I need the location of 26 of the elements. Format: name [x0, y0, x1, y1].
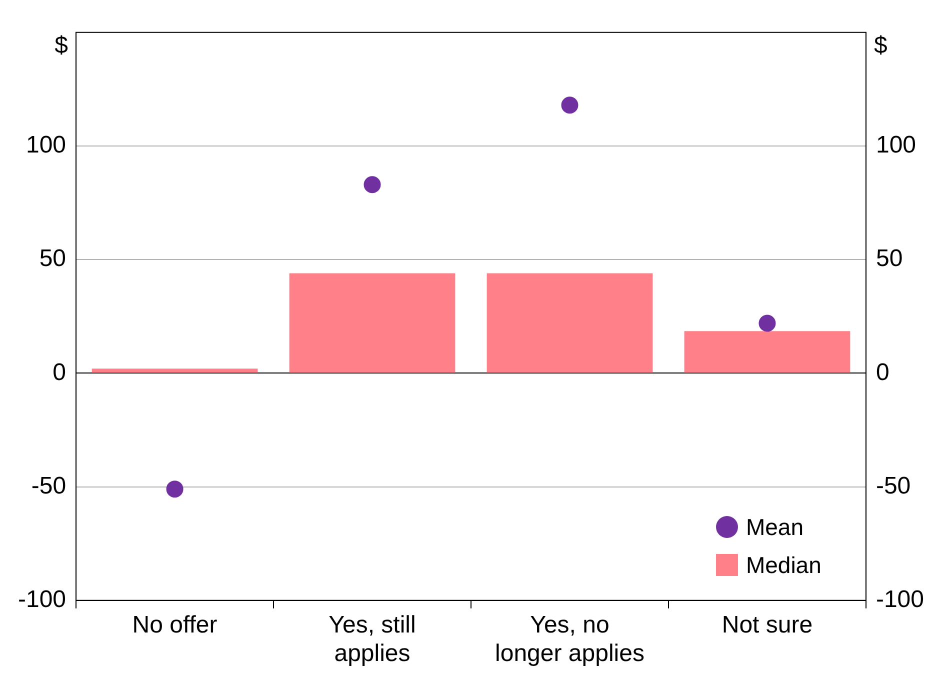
x-tick-label: Not sure	[722, 611, 813, 638]
y2-tick-label: -100	[876, 586, 924, 614]
y2-tick-label: -50	[876, 472, 911, 500]
legend-label: Mean	[746, 513, 804, 542]
point	[364, 176, 381, 194]
y2-tick-label: 50	[876, 245, 903, 272]
y2-tick-label: 100	[876, 132, 916, 159]
bar	[486, 273, 653, 373]
y2-tick-label: 0	[876, 358, 890, 386]
bar	[289, 273, 456, 373]
bar	[92, 368, 258, 373]
y-tick-label: 50	[39, 245, 66, 272]
x-tick-label: No offer	[132, 611, 218, 638]
point	[758, 314, 776, 332]
y-tick-label: 100	[26, 132, 66, 159]
legend-label: Median	[746, 551, 822, 580]
x-tick-label: Yes, no longer applies	[495, 611, 644, 668]
point	[561, 96, 578, 114]
y-tick-label: 0	[52, 358, 66, 386]
bar	[684, 331, 850, 373]
y-tick-label: -50	[31, 472, 66, 500]
x-tick-label: Yes, still applies	[328, 611, 416, 668]
y-axis-title: $	[54, 32, 68, 60]
point	[166, 480, 184, 498]
y-tick-label: -100	[18, 586, 66, 614]
y2-axis-title: $	[874, 32, 888, 60]
